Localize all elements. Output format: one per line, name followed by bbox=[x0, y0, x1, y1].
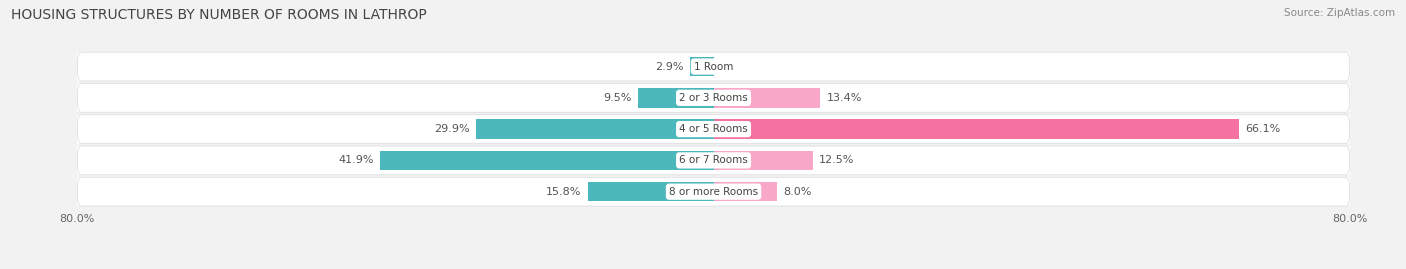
Text: 66.1%: 66.1% bbox=[1246, 124, 1281, 134]
Text: 29.9%: 29.9% bbox=[434, 124, 470, 134]
Bar bbox=[77, 115, 1350, 143]
Text: 9.5%: 9.5% bbox=[603, 93, 631, 103]
Text: Source: ZipAtlas.com: Source: ZipAtlas.com bbox=[1284, 8, 1395, 18]
FancyBboxPatch shape bbox=[77, 52, 1350, 81]
FancyBboxPatch shape bbox=[77, 83, 1350, 112]
Bar bbox=[475, 119, 714, 139]
Text: 8 or more Rooms: 8 or more Rooms bbox=[669, 187, 758, 197]
Legend: Owner-occupied, Renter-occupied: Owner-occupied, Renter-occupied bbox=[586, 266, 841, 269]
Bar bbox=[690, 57, 714, 76]
Bar bbox=[714, 119, 1239, 139]
Text: 6 or 7 Rooms: 6 or 7 Rooms bbox=[679, 155, 748, 165]
Bar bbox=[638, 88, 714, 108]
Text: 1 Room: 1 Room bbox=[693, 62, 734, 72]
Text: 2 or 3 Rooms: 2 or 3 Rooms bbox=[679, 93, 748, 103]
Bar bbox=[714, 182, 778, 201]
Bar bbox=[714, 88, 820, 108]
Text: 41.9%: 41.9% bbox=[339, 155, 374, 165]
Bar bbox=[77, 52, 1350, 81]
Text: 12.5%: 12.5% bbox=[820, 155, 855, 165]
Text: 2.9%: 2.9% bbox=[655, 62, 685, 72]
Bar bbox=[77, 83, 1350, 112]
Bar bbox=[588, 182, 714, 201]
Text: 8.0%: 8.0% bbox=[783, 187, 811, 197]
Text: 13.4%: 13.4% bbox=[827, 93, 862, 103]
Text: HOUSING STRUCTURES BY NUMBER OF ROOMS IN LATHROP: HOUSING STRUCTURES BY NUMBER OF ROOMS IN… bbox=[11, 8, 427, 22]
FancyBboxPatch shape bbox=[77, 115, 1350, 143]
FancyBboxPatch shape bbox=[77, 146, 1350, 175]
Text: 15.8%: 15.8% bbox=[546, 187, 582, 197]
FancyBboxPatch shape bbox=[77, 177, 1350, 206]
Bar bbox=[381, 151, 714, 170]
Bar bbox=[714, 151, 813, 170]
Bar bbox=[77, 146, 1350, 175]
Bar bbox=[77, 177, 1350, 206]
Text: 4 or 5 Rooms: 4 or 5 Rooms bbox=[679, 124, 748, 134]
